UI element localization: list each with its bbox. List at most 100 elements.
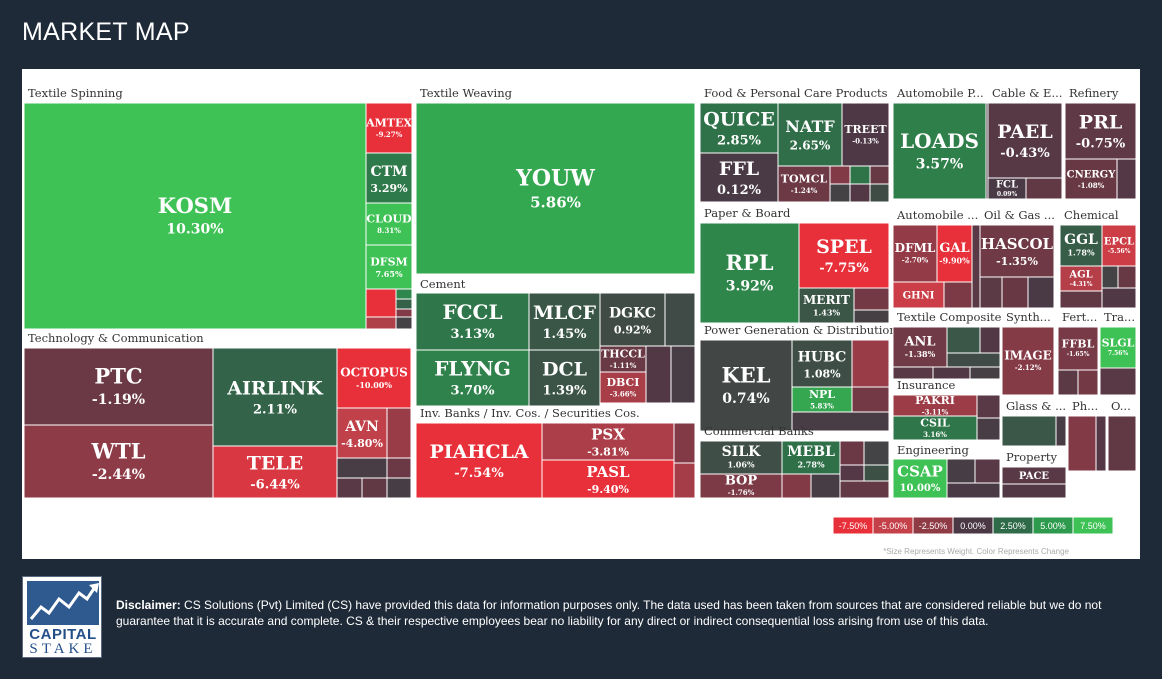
label-treet: TREET [844, 123, 887, 136]
change-dbci: -3.66% [610, 389, 637, 398]
label-dbci: DBCI [607, 376, 640, 389]
label-avn: AVN [344, 419, 379, 435]
minor-cell [1059, 290, 1103, 309]
label-mlcf: MLCF [533, 302, 597, 324]
change-kosm: 10.30% [166, 222, 223, 238]
label-silk: SILK [722, 444, 762, 460]
cell-wtl [23, 424, 214, 499]
change-loads: 3.57% [916, 157, 963, 173]
change-ctm: 3.29% [370, 182, 408, 195]
minor-cell [336, 457, 388, 479]
label-m: M... [1068, 474, 1092, 488]
minor-cell [869, 183, 890, 203]
change-amtex: -9.27% [376, 130, 403, 139]
label-dfml: DFML [895, 241, 936, 255]
cell-dbci [599, 371, 647, 404]
change-silk: 1.06% [727, 460, 754, 470]
label-octopus: OCTOPUS [340, 365, 408, 379]
change-ggl: 1.78% [1067, 248, 1094, 258]
minor-cell [664, 292, 696, 347]
logo-text-stake: STAKE [29, 641, 97, 657]
minor-cell [946, 458, 976, 484]
minor-cell [946, 326, 981, 354]
label-hubc: HUBC [798, 349, 847, 365]
label-pace: PACE [1019, 471, 1050, 482]
change-dfml: -2.70% [902, 255, 929, 264]
change-pael: -0.43% [1000, 146, 1050, 161]
change-csap: 10.00% [900, 483, 941, 494]
legend-label: -7.50% [839, 521, 868, 531]
label-anl: ANL [903, 334, 935, 349]
change-dfsm: 7.65% [375, 269, 402, 279]
sector-label: Cement [420, 277, 466, 291]
cell-treet [841, 102, 890, 167]
label-wtl: WTL [91, 439, 146, 464]
cell-ffbl [1057, 326, 1099, 371]
label-pakri: PAKRI [915, 394, 955, 407]
minor-cell [863, 440, 890, 466]
minor-cell [979, 326, 1001, 354]
cell-csil [892, 415, 978, 441]
cell-tele [212, 445, 338, 499]
size-color-note: *Size Represents Weight. Color Represent… [883, 547, 1069, 556]
change-psx: -3.81% [587, 445, 629, 458]
label-cloud: CLOUD [366, 213, 412, 226]
label-ghni: GHNI [903, 291, 935, 302]
change-tomcl: -1.24% [791, 186, 818, 195]
minor-cell [781, 473, 812, 499]
cell-slgl [1099, 326, 1137, 369]
label-mebl: MEBL [787, 444, 835, 460]
change-merit: 1.43% [813, 308, 840, 318]
cell-csap [892, 458, 948, 499]
sector-label: Tra... [1104, 310, 1135, 324]
change-image: -2.12% [1015, 363, 1042, 372]
label-quice: QUICE [703, 108, 775, 130]
label-csap: CSAP [897, 463, 943, 481]
legend-label: 0.00% [960, 521, 986, 531]
sector-label: Glass & ... [1006, 399, 1066, 413]
minor-cell [853, 287, 890, 311]
minor-cell [946, 352, 1001, 368]
minor-cell [1077, 369, 1099, 396]
label-hascol: HASCOL [981, 235, 1054, 253]
label-ffbl: FFBL [1062, 337, 1095, 350]
cell-kel [699, 339, 793, 432]
change-prl: -0.75% [1076, 136, 1126, 151]
change-flyng: 3.70% [450, 383, 495, 398]
label-thccl: THCCL [601, 348, 645, 361]
minor-cell [976, 417, 1001, 441]
minor-cell [1001, 483, 1067, 499]
label-fcl: FCL [996, 179, 1018, 190]
cell-dgkc [599, 292, 666, 347]
label-flyng: FLYNG [434, 356, 511, 380]
sector-label: Power Generation & Distribution [704, 323, 897, 337]
cell-youw [415, 102, 696, 275]
label-w: W [1098, 474, 1111, 488]
minor-cell [829, 183, 851, 203]
label-fccl: FCCL [442, 300, 502, 324]
change-thccl: -1.11% [610, 361, 637, 370]
cell-tomcl [777, 165, 831, 203]
legend-label: 7.50% [1080, 521, 1106, 531]
minor-cell [645, 345, 672, 404]
change-kel: 0.74% [722, 391, 769, 407]
change-hubc: 1.08% [803, 367, 841, 380]
cell-loads [892, 102, 987, 200]
minor-cell [849, 165, 871, 185]
sector-label: Refinery [1069, 86, 1119, 100]
change-gal: -9.90% [939, 256, 970, 266]
minor-cell [849, 183, 871, 203]
minor-cell [1055, 415, 1067, 447]
change-wtl: -2.44% [92, 467, 145, 483]
label-kel: KEL [721, 363, 770, 388]
sector-label: Automobile P... [896, 86, 984, 100]
minor-cell [943, 281, 973, 309]
capital-stake-logo: CAPITAL STAKE [22, 576, 102, 658]
label-pael: PAEL [997, 121, 1053, 143]
minor-cell [1099, 367, 1137, 396]
sector-label: Fert... [1062, 310, 1097, 324]
label-kosm: KOSM [158, 193, 232, 218]
sector-label: Textile Spinning [28, 86, 123, 100]
change-quice: 2.85% [717, 133, 762, 148]
footer: CAPITAL STAKE Disclaimer: CS Solutions (… [22, 576, 1140, 658]
